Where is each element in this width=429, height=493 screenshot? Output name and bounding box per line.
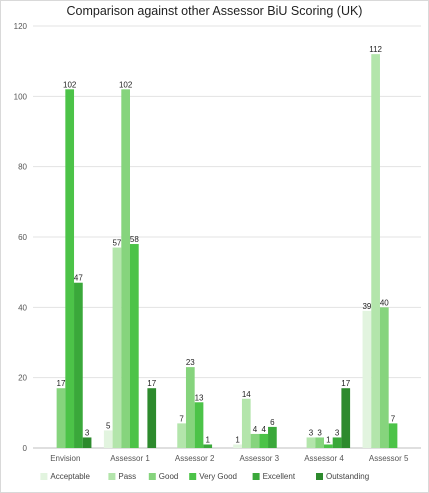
y-tick-label: 0 [23,444,28,453]
data-label: 13 [195,393,204,402]
data-label: 58 [130,235,139,244]
y-tick-label: 20 [18,374,27,383]
data-label: 102 [63,80,77,89]
legend-swatch [252,473,260,480]
data-label: 23 [186,358,195,367]
bar [203,444,213,448]
data-label: 1 [205,435,210,444]
legend-swatch [316,473,323,480]
bar [103,430,113,448]
data-label: 57 [112,239,121,248]
bar [362,310,372,448]
y-tick-label: 120 [14,22,28,31]
data-label: 3 [85,428,90,437]
data-label: 4 [261,425,266,434]
bar [177,423,186,448]
bar [74,282,83,448]
bar [259,433,269,448]
bar [241,398,251,448]
bar [112,247,122,448]
data-label: 3 [309,428,314,437]
data-label: 1 [235,435,240,444]
bar [371,54,380,449]
legend-label: Very Good [199,472,237,481]
x-tick-label: Envision [50,454,80,463]
legend-swatch [108,473,116,480]
data-label: 40 [380,298,389,307]
data-label: 3 [335,428,340,437]
legend-label: Good [159,472,179,481]
x-tick-label: Assessor 1 [110,454,150,463]
bar [185,367,195,448]
y-tick-label: 60 [18,233,27,242]
data-label: 112 [369,45,382,54]
data-label: 1 [326,435,331,444]
legend-label: Acceptable [50,472,90,481]
legend-label: Excellent [263,472,296,481]
bar [388,423,398,448]
bar [306,437,316,448]
bar [324,444,333,448]
bar [379,307,389,448]
data-label: 5 [106,421,111,430]
bar [65,89,75,449]
bar [147,388,157,448]
data-label: 4 [253,425,258,434]
y-tick-label: 40 [18,303,27,312]
legend-swatch [148,473,156,480]
bar [268,426,277,448]
data-label: 17 [57,379,66,388]
x-tick-label: Assessor 4 [304,454,344,463]
chart-title: Comparison against other Assessor BiU Sc… [66,4,363,18]
bar [341,388,351,448]
bar [332,437,342,448]
legend-swatch [40,473,48,480]
legend-swatch [189,473,197,480]
bar [82,437,92,448]
bar [233,444,242,448]
data-label: 7 [179,414,184,423]
y-tick-label: 100 [14,92,28,101]
x-tick-label: Assessor 3 [240,454,280,463]
bar [194,402,204,448]
y-tick-label: 80 [18,163,27,172]
data-label: 3 [317,428,322,437]
bar [315,437,324,448]
legend-label: Outstanding [326,472,369,481]
x-tick-label: Assessor 5 [369,454,409,463]
bar [121,89,130,449]
data-label: 17 [147,379,156,388]
data-label: 102 [119,80,133,89]
data-label: 6 [270,418,275,427]
bar [130,244,139,448]
legend-label: Pass [118,472,136,481]
data-label: 14 [242,390,251,399]
data-label: 39 [362,302,371,311]
data-label: 7 [391,414,396,423]
bar [56,388,66,448]
bar [250,433,260,448]
x-tick-label: Assessor 2 [175,454,215,463]
data-label: 17 [341,379,350,388]
data-label: 47 [74,274,83,283]
